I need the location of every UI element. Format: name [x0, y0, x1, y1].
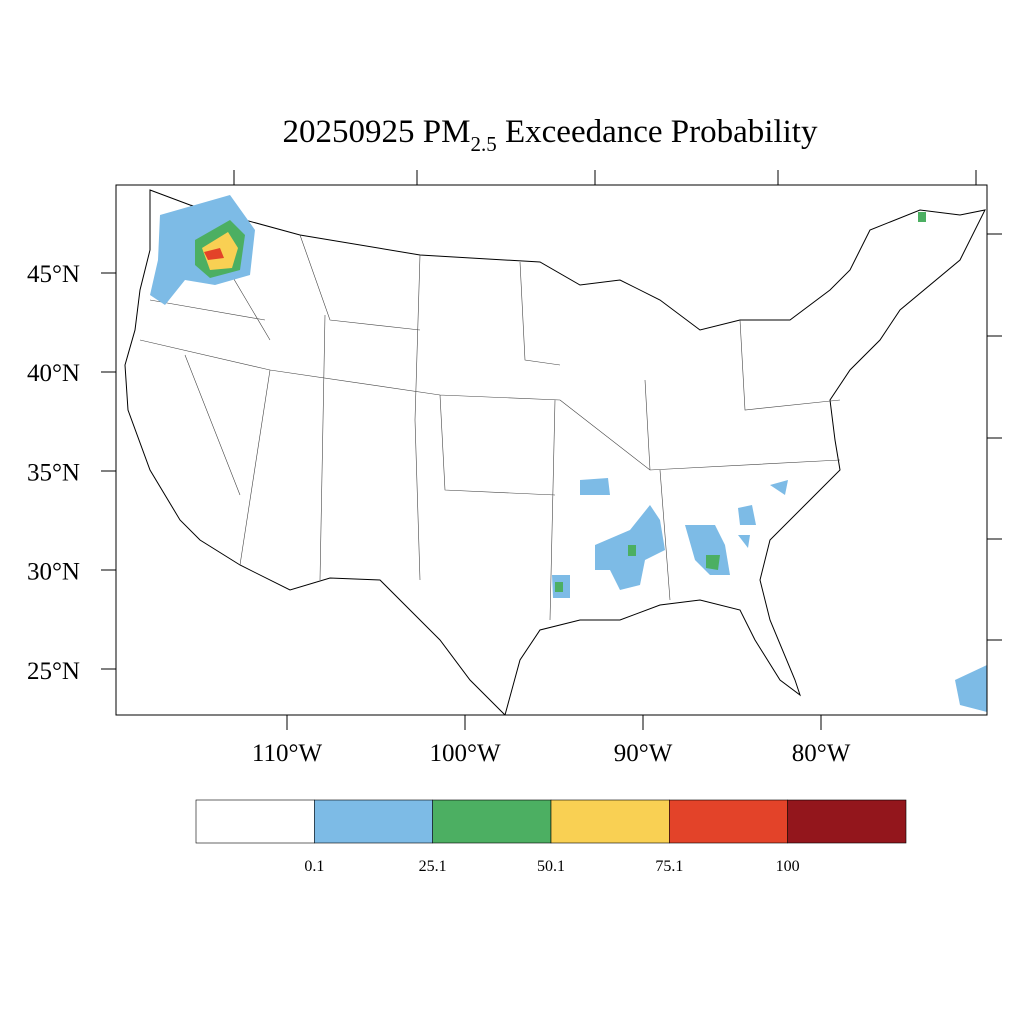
lon-labels: 110°W 100°W 90°W 80°W — [252, 740, 851, 767]
colorbar-label: 0.1 — [304, 858, 324, 875]
lat-labels: 45°N 40°N 35°N 30°N 25°N — [27, 261, 80, 685]
colorbar-label: 25.1 — [419, 858, 447, 875]
colorbar-box — [669, 799, 788, 844]
lon-label: 100°W — [429, 740, 500, 767]
lon-label: 90°W — [614, 740, 673, 767]
colorbar: 0.1 25.1 50.1 75.1 100 — [195, 799, 907, 875]
lat-label: 40°N — [27, 360, 80, 387]
colorbar-label: 75.1 — [655, 858, 683, 875]
lat-label: 35°N — [27, 459, 80, 486]
title-date: 20250925 — [283, 114, 415, 150]
colorbar-box — [550, 799, 670, 844]
us-outline — [124, 189, 986, 715]
title-subscript: 2.5 — [471, 132, 497, 156]
map-content — [124, 189, 987, 715]
title: 20250925 PM2.5 Exceedance Probability — [283, 114, 818, 156]
lat-label: 25°N — [27, 658, 80, 685]
lat-label: 30°N — [27, 559, 80, 586]
frame-ticks — [101, 170, 1002, 730]
map: 45°N 40°N 35°N 30°N 25°N 110°W 100°W 90°W 80°W — [27, 170, 1002, 767]
colorbar-box — [432, 799, 552, 844]
lon-label: 80°W — [792, 740, 851, 767]
colorbar-box — [195, 799, 315, 844]
title-rest: Exceedance Probability — [497, 114, 818, 150]
map-frame — [115, 184, 988, 716]
area-top — [204, 248, 224, 260]
probability-areas — [150, 195, 987, 712]
colorbar-box — [787, 799, 907, 844]
colorbar-label: 50.1 — [537, 858, 565, 875]
colorbar-box — [314, 799, 433, 844]
area-low — [552, 478, 987, 712]
lat-label: 45°N — [27, 261, 80, 288]
colorbar-label: 100 — [776, 858, 800, 875]
title-pollutant: PM — [423, 114, 471, 150]
lon-label: 110°W — [252, 740, 323, 767]
